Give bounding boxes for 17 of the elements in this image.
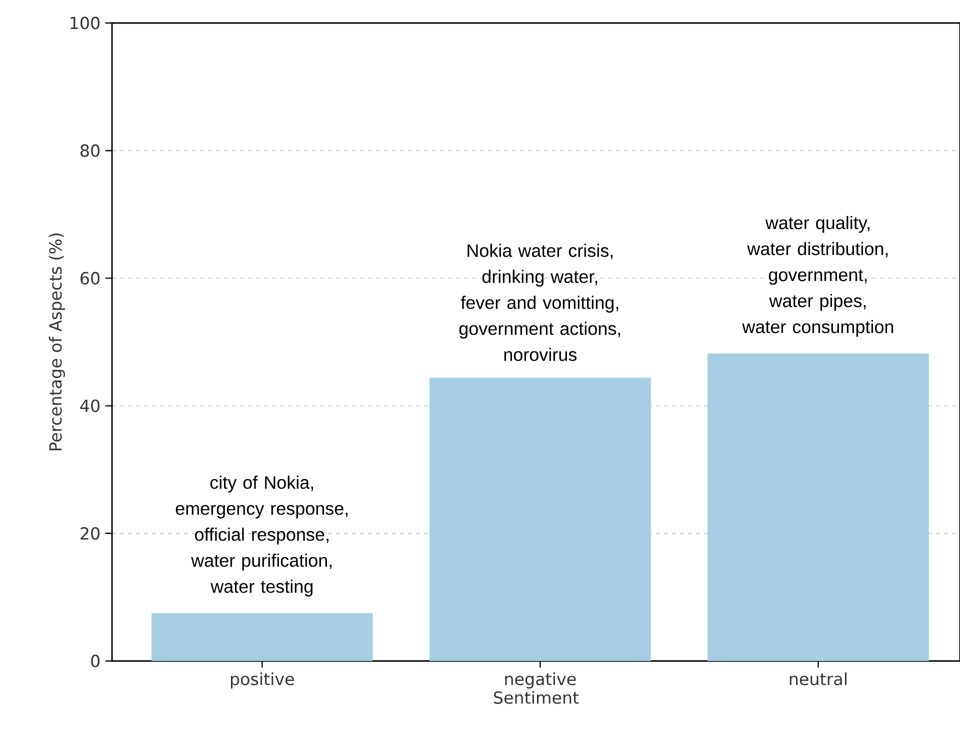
x-tick-label: negative <box>505 672 576 689</box>
bar <box>430 378 651 661</box>
y-axis-title: Percentage of Aspects (%) <box>48 234 65 450</box>
bar <box>708 353 929 661</box>
bar <box>151 613 373 661</box>
y-tick-label: 100 <box>70 16 100 30</box>
x-tick-label: positive <box>230 672 294 689</box>
annotation: water quality, water distribution, government, water pipes, water consumption <box>742 216 894 337</box>
y-tick-label: 0 <box>91 654 100 668</box>
y-tick-label: 20 <box>80 527 100 540</box>
annotation: Nokia water crisis, drinking water, fever and vomitting, government actions, norovirus <box>459 244 620 362</box>
y-tick-label: 40 <box>80 399 100 412</box>
y-tick-label: 80 <box>80 144 100 157</box>
x-axis-title: Sentiment <box>494 690 579 704</box>
y-tick-label: 60 <box>80 272 100 284</box>
annotation: city of Nokia, emergency response, official response, water purification, water testing <box>176 476 348 596</box>
x-tick-label: neutral <box>790 672 846 686</box>
